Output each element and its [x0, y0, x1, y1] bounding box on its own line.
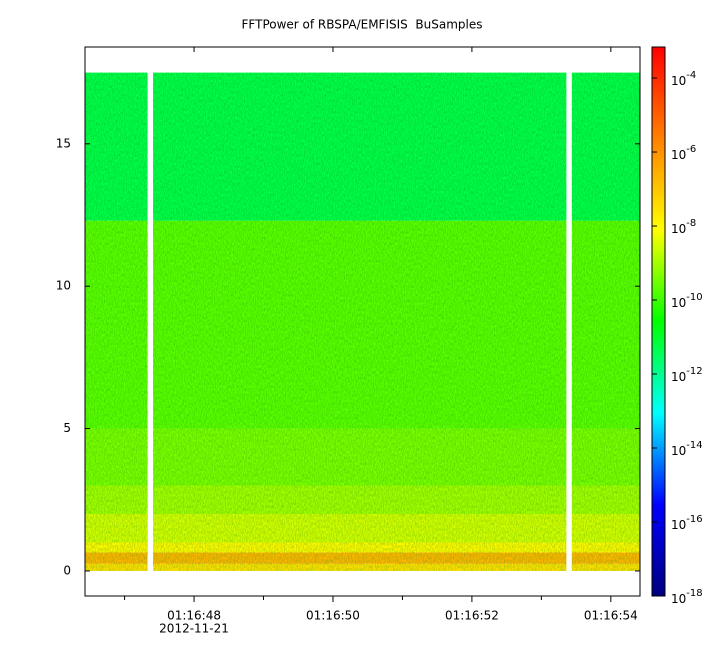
- colorbar: [651, 46, 666, 597]
- colorbar-tick-label: 10-14: [671, 440, 703, 458]
- noise-texture: [153, 72, 567, 571]
- chart-title: FFTPower of RBSPA/EMFISIS BuSamples: [242, 18, 483, 32]
- colorbar-tick-label: 10-18: [671, 588, 703, 606]
- y-tick-label: 0: [63, 563, 71, 577]
- colorbar-tick-label: 10-6: [671, 144, 696, 162]
- y-tick-label: 15: [56, 136, 71, 150]
- x-tick-label: 01:16:48: [167, 609, 221, 623]
- colorbar-tick-label: 10-4: [671, 70, 696, 88]
- y-tick-label: 5: [63, 421, 71, 435]
- plot-frame: [84, 46, 641, 597]
- noise-texture: [571, 72, 640, 571]
- colorbar-tick-label: 10-10: [671, 292, 703, 310]
- y-tick-label: 10: [56, 279, 71, 293]
- x-date-label: 2012-11-21: [159, 622, 229, 636]
- colorbar-tick-label: 10-12: [671, 366, 703, 384]
- x-tick-label: 01:16:54: [584, 609, 638, 623]
- x-tick-label: 01:16:52: [445, 609, 499, 623]
- colorbar-tick-label: 10-16: [671, 514, 703, 532]
- noise-texture: [85, 72, 148, 571]
- spectrogram: [85, 72, 640, 571]
- colorbar-tick-label: 10-8: [671, 218, 696, 236]
- x-tick-label: 01:16:50: [306, 609, 360, 623]
